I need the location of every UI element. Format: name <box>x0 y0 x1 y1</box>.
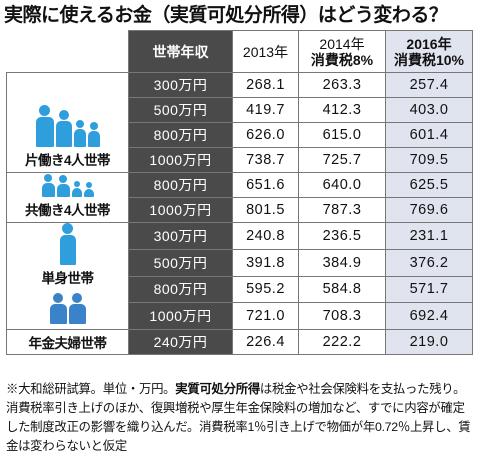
header-2016: 2016年 消費税10% <box>385 30 473 73</box>
table-row: 年金夫婦世帯 240万円 226.4 222.2 219.0 <box>6 329 473 355</box>
single-person-icon <box>59 223 76 265</box>
group-label: 片働き4人世帯 <box>24 153 111 168</box>
income-cell: 800万円 <box>128 122 233 148</box>
table-row: 共働き4人世帯 800万円 651.6 640.0 625.5 <box>6 172 473 223</box>
header-2016-tax: 消費税10% <box>393 51 465 68</box>
value-2013: 721.0 <box>232 302 299 330</box>
value-2016: 376.2 <box>385 248 473 277</box>
value-2014: 263.3 <box>298 72 386 98</box>
value-2014: 236.5 <box>298 222 386 250</box>
value-2014: 222.2 <box>298 329 386 355</box>
table-row: 500万円 419.7 412.3 403.0 <box>7 97 473 123</box>
table-row: 1000万円 738.7 725.7 709.5 <box>7 147 473 173</box>
income-cell: 500万円 <box>128 97 233 123</box>
income-table-wrapper: 世帯年収 2013年 2014年 消費税8% 2016年 消費税10% <box>6 30 473 355</box>
footnote-intro: ※大和総研試算。単位・万円。 <box>6 382 176 396</box>
family-of-four-icon <box>41 174 94 197</box>
group-single: 単身世帯 <box>6 222 129 330</box>
value-2016: 403.0 <box>385 97 473 123</box>
value-2016: 231.1 <box>385 222 473 250</box>
value-2013: 391.8 <box>232 248 299 277</box>
value-2013: 626.0 <box>232 122 299 148</box>
income-cell: 300万円 <box>128 72 233 98</box>
table-row: 単身世帯 300万円 240.8 236.5 231.1 <box>6 222 473 330</box>
income-cell: 1000万円 <box>128 302 233 330</box>
value-2014: 708.3 <box>298 302 386 330</box>
income-cell: 800万円 <box>128 172 233 198</box>
table-row: 800万円 626.0 615.0 601.4 <box>7 122 473 148</box>
value-2016: 571.7 <box>385 275 473 304</box>
value-2016: 692.4 <box>385 302 473 330</box>
value-2013: 801.5 <box>232 197 299 223</box>
value-2014: 640.0 <box>298 172 386 198</box>
income-cell: 300万円 <box>128 222 233 250</box>
family-of-four-icon <box>35 105 100 147</box>
income-cell: 800万円 <box>128 275 233 304</box>
value-2016: 219.0 <box>385 329 473 355</box>
header-2014-year: 2014年 <box>319 35 365 52</box>
value-2013: 268.1 <box>232 72 299 98</box>
table-row: 1000万円 721.0 708.3 692.4 <box>7 302 473 330</box>
income-cell: 500万円 <box>128 248 233 277</box>
table-row: 片働き4人世帯 300万円 268.1 263.3 257.4 <box>6 72 473 173</box>
income-table: 世帯年収 2013年 2014年 消費税8% 2016年 消費税10% <box>6 30 473 355</box>
footnote: ※大和総研試算。単位・万円。実質可処分所得は税金や社会保険料を支払った残り。消費… <box>6 380 474 456</box>
couple-icon <box>49 293 86 324</box>
value-2013: 226.4 <box>232 329 299 355</box>
value-2014: 412.3 <box>298 97 386 123</box>
value-2014: 384.9 <box>298 248 386 277</box>
value-2016: 625.5 <box>385 172 473 198</box>
header-2013: 2013年 <box>232 30 299 73</box>
group-dual-income-family: 共働き4人世帯 <box>6 172 129 223</box>
header-income: 世帯年収 <box>128 30 233 73</box>
header-2014: 2014年 消費税8% <box>298 30 386 73</box>
income-cell: 1000万円 <box>128 147 233 173</box>
group-label: 年金夫婦世帯 <box>28 336 108 351</box>
value-2013: 240.8 <box>232 222 299 250</box>
value-2013: 738.7 <box>232 147 299 173</box>
value-2014: 584.8 <box>298 275 386 304</box>
value-2013: 595.2 <box>232 275 299 304</box>
value-2016: 769.6 <box>385 197 473 223</box>
value-2014: 787.3 <box>298 197 386 223</box>
header-2014-tax: 消費税8% <box>310 51 374 68</box>
value-2013: 419.7 <box>232 97 299 123</box>
header-row: 世帯年収 2013年 2014年 消費税8% 2016年 消費税10% <box>6 30 473 73</box>
value-2016: 709.5 <box>385 147 473 173</box>
income-cell: 1000万円 <box>128 197 233 223</box>
value-2014: 615.0 <box>298 122 386 148</box>
income-cell: 240万円 <box>128 329 233 355</box>
value-2016: 257.4 <box>385 72 473 98</box>
value-2016: 601.4 <box>385 122 473 148</box>
group-label: 共働き4人世帯 <box>24 203 111 218</box>
group-pensioner-couple: 年金夫婦世帯 <box>6 329 129 355</box>
header-blank-cell <box>6 30 129 73</box>
table-row: 1000万円 801.5 787.3 769.6 <box>7 197 473 223</box>
group-label: 単身世帯 <box>41 271 95 286</box>
header-2016-year: 2016年 <box>406 35 452 52</box>
value-2014: 725.7 <box>298 147 386 173</box>
footnote-term: 実質可処分所得 <box>175 382 260 396</box>
table-row: 800万円 595.2 584.8 571.7 <box>7 275 473 304</box>
chart-title: 実際に使えるお金（実質可処分所得）はどう変わる？ <box>4 4 448 26</box>
footnote-body: は税金や社会保険料を支払った残り。消費税率引き上げのほか、復興増税や厚生年金保険… <box>6 382 471 453</box>
value-2013: 651.6 <box>232 172 299 198</box>
group-single-income-family: 片働き4人世帯 <box>6 72 129 173</box>
